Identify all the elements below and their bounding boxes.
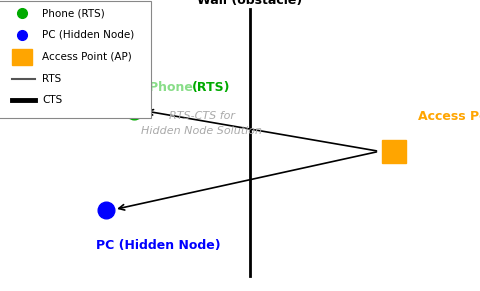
- Bar: [12, 49, 32, 65]
- Text: CTS: CTS: [42, 95, 62, 105]
- Text: Phone (RTS): Phone (RTS): [42, 8, 105, 18]
- Text: RTS-CTS for: RTS-CTS for: [168, 111, 235, 121]
- Text: Phone: Phone: [149, 81, 197, 94]
- Text: Access Point (AP): Access Point (AP): [418, 110, 480, 123]
- Text: PC (Hidden Node): PC (Hidden Node): [42, 30, 134, 40]
- Text: Hidden Node Solution: Hidden Node Solution: [141, 126, 262, 136]
- Text: (RTS): (RTS): [192, 81, 230, 94]
- Text: Access Point (AP): Access Point (AP): [42, 52, 132, 62]
- Text: RTS: RTS: [42, 74, 61, 84]
- Bar: [382, 140, 406, 163]
- Text: PC (Hidden Node): PC (Hidden Node): [96, 239, 221, 252]
- Text: Wall (obstacle): Wall (obstacle): [197, 0, 302, 7]
- FancyBboxPatch shape: [0, 1, 151, 118]
